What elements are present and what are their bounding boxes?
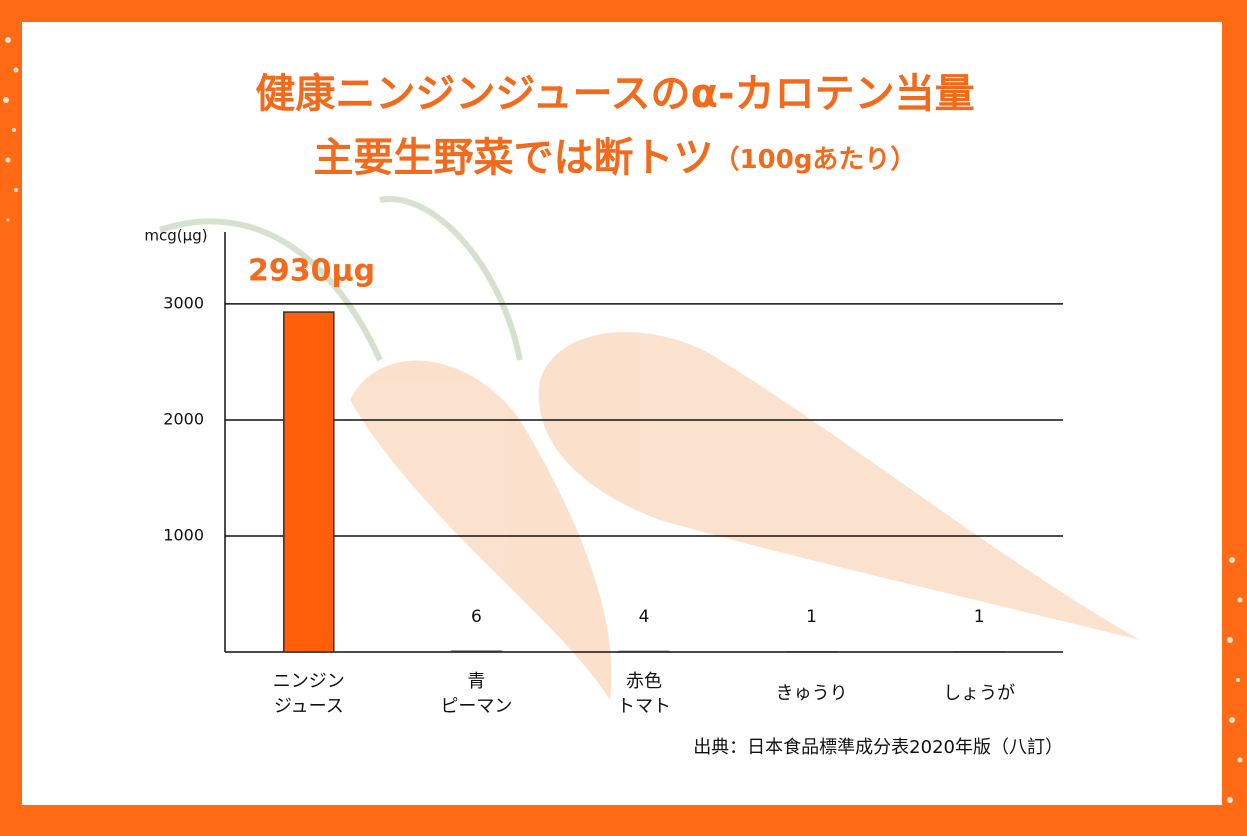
- x-tick-label: 赤色: [626, 671, 662, 692]
- y-tick-label: 1000: [163, 525, 204, 544]
- x-tick-label: きゅうり: [776, 683, 848, 704]
- source: 出典：日本食品標準成分表2020年版（八訂）: [693, 737, 1063, 758]
- x-tick-label: ジュース: [274, 696, 344, 717]
- value-label: 1: [806, 607, 817, 627]
- value-label: 6: [471, 607, 482, 627]
- x-tick-label: トマト: [617, 696, 671, 717]
- x-tick-label: ニンジン: [273, 671, 345, 692]
- subtitle-main: 主要生野菜では断トツ: [314, 135, 714, 181]
- subtitle-note: （100gあたり）: [714, 145, 917, 175]
- x-tick-label: しょうが: [943, 683, 1015, 704]
- value-label: 2930μg: [248, 254, 375, 289]
- y-tick-label: 2000: [163, 409, 204, 428]
- value-label: 1: [974, 607, 985, 627]
- x-tick-label: 青: [467, 671, 485, 692]
- bar: [284, 312, 334, 652]
- bar: [451, 651, 501, 652]
- y-tick-label: 3000: [163, 293, 204, 312]
- value-label: 4: [639, 607, 650, 627]
- x-tick-label: ピーマン: [440, 696, 512, 717]
- title: 健康ニンジンジュースのα-カロテン当量: [255, 71, 974, 117]
- y-axis-label: mcg(μg): [144, 227, 207, 245]
